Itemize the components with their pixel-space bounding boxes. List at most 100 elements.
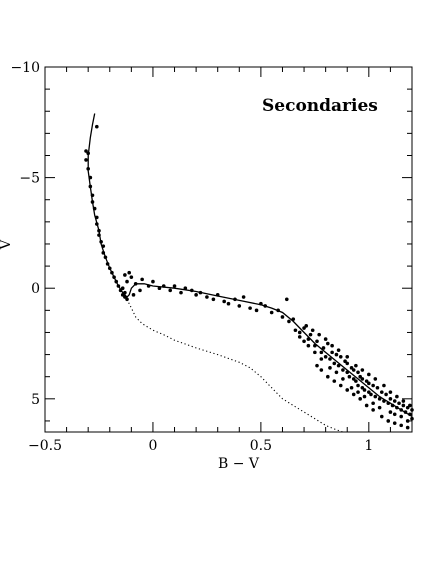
data-point (341, 377, 345, 381)
y-tick-label: 0 (31, 281, 40, 297)
data-point (356, 390, 360, 394)
data-point (399, 423, 404, 428)
data-point (360, 385, 365, 390)
data-point (284, 297, 289, 302)
data-point (408, 403, 412, 408)
data-point (330, 350, 334, 355)
data-point (297, 335, 302, 339)
data-point (330, 343, 334, 348)
x-tick-label: 0 (148, 438, 157, 454)
data-point (371, 383, 375, 388)
data-point (351, 377, 356, 381)
data-point (362, 394, 367, 399)
data-point (308, 332, 313, 337)
data-point (351, 392, 356, 397)
data-point (401, 403, 406, 408)
x-axis-title: B − V (218, 456, 260, 472)
data-point (341, 368, 345, 372)
data-point (379, 414, 384, 419)
data-point (95, 124, 99, 129)
data-point (237, 304, 242, 308)
data-point (334, 352, 339, 357)
data-point (306, 343, 311, 348)
x-tick-label: 0.5 (250, 438, 272, 454)
y-axis-title: V (0, 239, 14, 251)
data-point (310, 328, 315, 333)
data-point (304, 324, 309, 328)
data-point (326, 341, 330, 346)
data-point (405, 425, 410, 430)
axis-ticks (44, 66, 413, 432)
data-point (123, 273, 127, 277)
data-point (241, 295, 246, 299)
data-point (410, 416, 414, 421)
data-point (351, 368, 356, 372)
data-point (254, 308, 259, 313)
data-point (326, 374, 330, 379)
data-point (315, 363, 319, 368)
data-point (168, 288, 173, 293)
series-layer (84, 113, 414, 433)
data-point (302, 326, 306, 330)
data-point (358, 374, 362, 379)
data-point (345, 361, 350, 366)
data-point (345, 354, 350, 359)
data-point (392, 421, 397, 425)
data-point (319, 350, 324, 355)
data-point (328, 357, 332, 361)
data-point (317, 332, 321, 337)
solid-sequence-line (87, 113, 413, 418)
data-point (127, 270, 131, 275)
data-point (334, 370, 339, 375)
data-point (269, 310, 274, 315)
data-point (129, 275, 134, 279)
data-point (323, 354, 328, 359)
data-point (379, 390, 384, 394)
data-point (321, 346, 326, 350)
data-point (388, 397, 393, 401)
data-point (382, 383, 386, 388)
data-point (287, 319, 291, 324)
data-point (319, 357, 324, 361)
x-tick-label: 1 (364, 438, 373, 454)
data-point (297, 330, 302, 335)
data-point (364, 403, 369, 408)
data-point (338, 354, 343, 359)
x-tick-label: −0.5 (28, 438, 62, 454)
data-point (84, 149, 88, 153)
data-point (332, 379, 337, 383)
data-point (367, 390, 371, 394)
data-point (397, 401, 401, 406)
data-point (410, 408, 414, 412)
data-point (373, 394, 378, 399)
data-point (226, 301, 231, 306)
data-point (151, 279, 155, 284)
tick-labels: −0.5 0 0.5 1 −10 −5 0 5 (10, 60, 373, 454)
data-point (222, 299, 226, 304)
data-point (356, 383, 360, 388)
data-point (336, 348, 341, 352)
data-point (345, 388, 350, 392)
data-point (248, 306, 252, 310)
data-point (386, 419, 391, 423)
data-point (364, 379, 369, 383)
data-point (405, 405, 410, 410)
y-tick-label: 5 (31, 392, 40, 408)
data-point (313, 350, 317, 355)
data-point (172, 284, 177, 288)
data-point (343, 359, 347, 364)
data-point (388, 410, 393, 414)
data-point (358, 397, 362, 401)
data-point (395, 394, 399, 399)
data-point (332, 361, 337, 366)
data-point (205, 295, 209, 299)
data-point (362, 388, 367, 392)
data-point (120, 286, 125, 291)
data-point (384, 392, 388, 397)
plot-frame (44, 66, 413, 433)
data-point (194, 293, 198, 297)
data-point (354, 363, 358, 368)
data-point (349, 366, 354, 370)
data-point (369, 392, 373, 397)
data-point (356, 370, 360, 375)
